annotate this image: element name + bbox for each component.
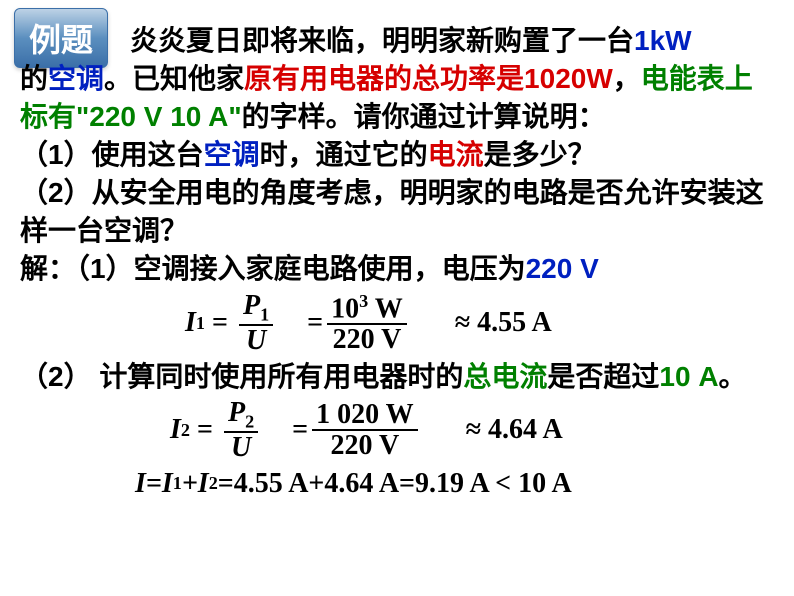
- q1d: 电流: [428, 139, 484, 170]
- p-l1b: 1kW: [634, 25, 692, 56]
- eq1-f1-den: U: [242, 326, 270, 355]
- eq2-f1-num-var: P: [228, 397, 245, 428]
- eq2-f1-num-sub: 2: [245, 411, 254, 431]
- eq1-f2-den: 220 V: [329, 325, 406, 354]
- eq2-frac2: 1 020 W 220 V: [312, 400, 418, 461]
- eq3-a: I=I: [135, 465, 173, 503]
- eq2-result: ≈ 4.64 A: [466, 411, 563, 449]
- eq2-f1-den: U: [227, 433, 255, 462]
- s2b: 总电流: [463, 361, 547, 392]
- eq1-f2-sup: 3: [359, 291, 368, 311]
- eq1-lhs-sub: 1: [196, 311, 205, 336]
- eq1-f1-num-var: P: [243, 290, 260, 321]
- s2c: 是否超过: [547, 361, 659, 392]
- eq2-lhs-sub: 2: [181, 418, 190, 443]
- eq3-c: =4.55 A+4.64 A=9.19 A < 10 A: [218, 465, 572, 503]
- p-l2d: 原有用电器的总功率是1020W: [244, 63, 613, 94]
- eq1-lhs-var: I: [185, 304, 196, 342]
- eq2-f2-den: 220 V: [327, 431, 404, 460]
- slide-content: 炎炎夏日即将来临，明明家新购置了一台1kW 的空调。已知他家原有用电器的总功率是…: [20, 22, 774, 505]
- s1a: 解：（1）空调接入家庭电路使用，电压为: [20, 253, 526, 284]
- eq1-f2-a: 10: [331, 293, 359, 324]
- p-l2e: ，: [613, 63, 641, 94]
- eq2-f2-num: 1 020 W: [312, 400, 418, 431]
- q1e: 是多少？: [484, 139, 596, 170]
- eq3-s1: 1: [173, 471, 182, 496]
- p-l1a: 炎炎夏日即将来临，明明家新购置了一台: [130, 25, 634, 56]
- q1a: （1）使用这台: [20, 139, 204, 170]
- q2: （2）从安全用电的角度考虑，明明家的电路是否允许安装这样一台空调？: [20, 177, 764, 246]
- q1b: 空调: [204, 139, 260, 170]
- p-l2g: 的字样。请你通过计算说明：: [242, 101, 606, 132]
- p-l2a: 的: [20, 63, 48, 94]
- eq1-frac1: P1 U: [239, 291, 273, 356]
- equation-3: I=I1 +I2=4.55 A+4.64 A=9.19 A < 10 A: [20, 465, 774, 503]
- eq3-s2: 2: [209, 471, 218, 496]
- eq2-frac1: P2 U: [224, 398, 258, 463]
- q1c: 时，通过它的: [260, 139, 428, 170]
- p-l2c: 。已知他家: [104, 63, 244, 94]
- eq3-b: +I: [182, 465, 209, 503]
- equation-1: I1 = P1 U = 103 W 220 V ≈ 4.55 A: [20, 291, 774, 356]
- s2a: （2） 计算同时使用所有用电器时的: [20, 361, 463, 392]
- s1b: 220 V: [526, 253, 599, 284]
- eq1-result: ≈ 4.55 A: [455, 304, 552, 342]
- eq2-lhs-var: I: [170, 411, 181, 449]
- eq1-f2-b: W: [368, 293, 403, 324]
- p-l2b: 空调: [48, 63, 104, 94]
- eq1-frac2: 103 W 220 V: [327, 292, 407, 355]
- eq1-f1-num-sub: 1: [260, 304, 269, 324]
- s2e: 。: [719, 361, 747, 392]
- equation-2: I2 = P2 U = 1 020 W 220 V ≈ 4.64 A: [20, 398, 774, 463]
- s2d: 10 A: [659, 361, 718, 392]
